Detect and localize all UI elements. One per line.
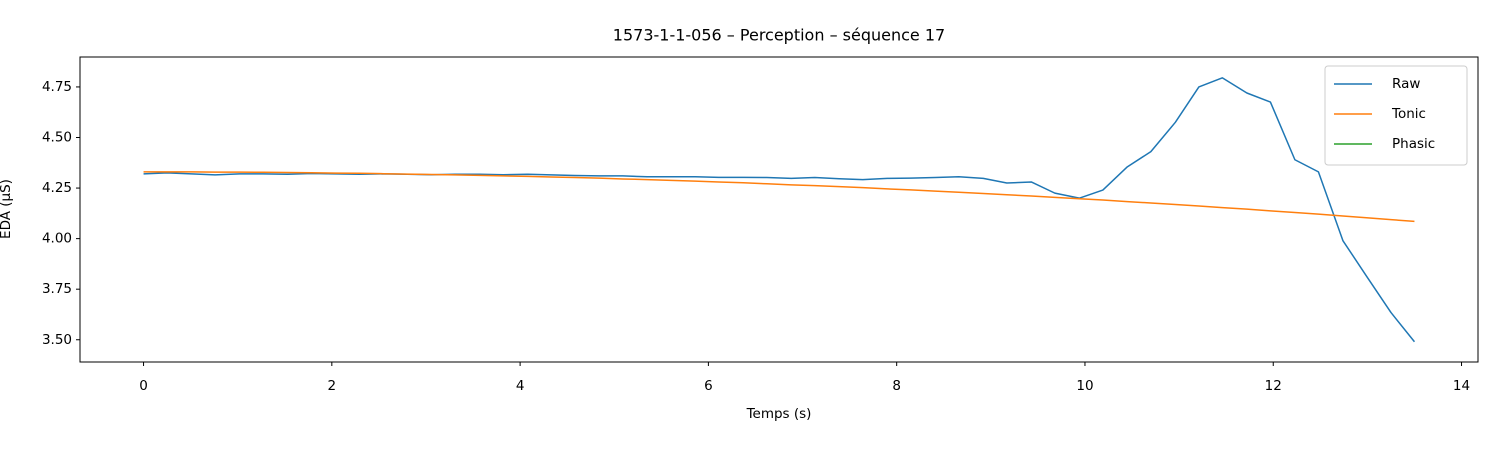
legend-box (1324, 65, 1468, 166)
y-axis-label: EDA (µS) (0, 179, 14, 239)
legend-label: Tonic (1391, 106, 1426, 122)
data-line (143, 77, 1416, 343)
x-tick-label: 14 (1453, 378, 1470, 394)
y-tick-label: 4.25 (42, 180, 72, 196)
plot-frame (79, 56, 1479, 363)
y-tick-label: 3.50 (42, 332, 72, 348)
legend-label: Phasic (1392, 136, 1435, 152)
y-tick-label: 4.00 (42, 231, 72, 247)
x-tick-label: 2 (328, 378, 337, 394)
data-line (143, 171, 1415, 223)
y-tick-label: 4.75 (42, 79, 72, 95)
y-tick-label: 3.75 (42, 281, 72, 297)
x-tick-label: 0 (139, 378, 148, 394)
x-tick-label: 10 (1076, 378, 1093, 394)
y-tick-label: 4.50 (42, 129, 72, 145)
x-tick-label: 4 (516, 378, 525, 394)
legend-label: Raw (1392, 76, 1420, 92)
x-tick-label: 6 (704, 378, 713, 394)
x-tick-label: 8 (892, 378, 901, 394)
chart-title: 1573-1-1-056 – Perception – séquence 17 (613, 26, 945, 45)
x-axis-label: Temps (s) (746, 406, 812, 422)
x-tick-label: 12 (1265, 378, 1282, 394)
